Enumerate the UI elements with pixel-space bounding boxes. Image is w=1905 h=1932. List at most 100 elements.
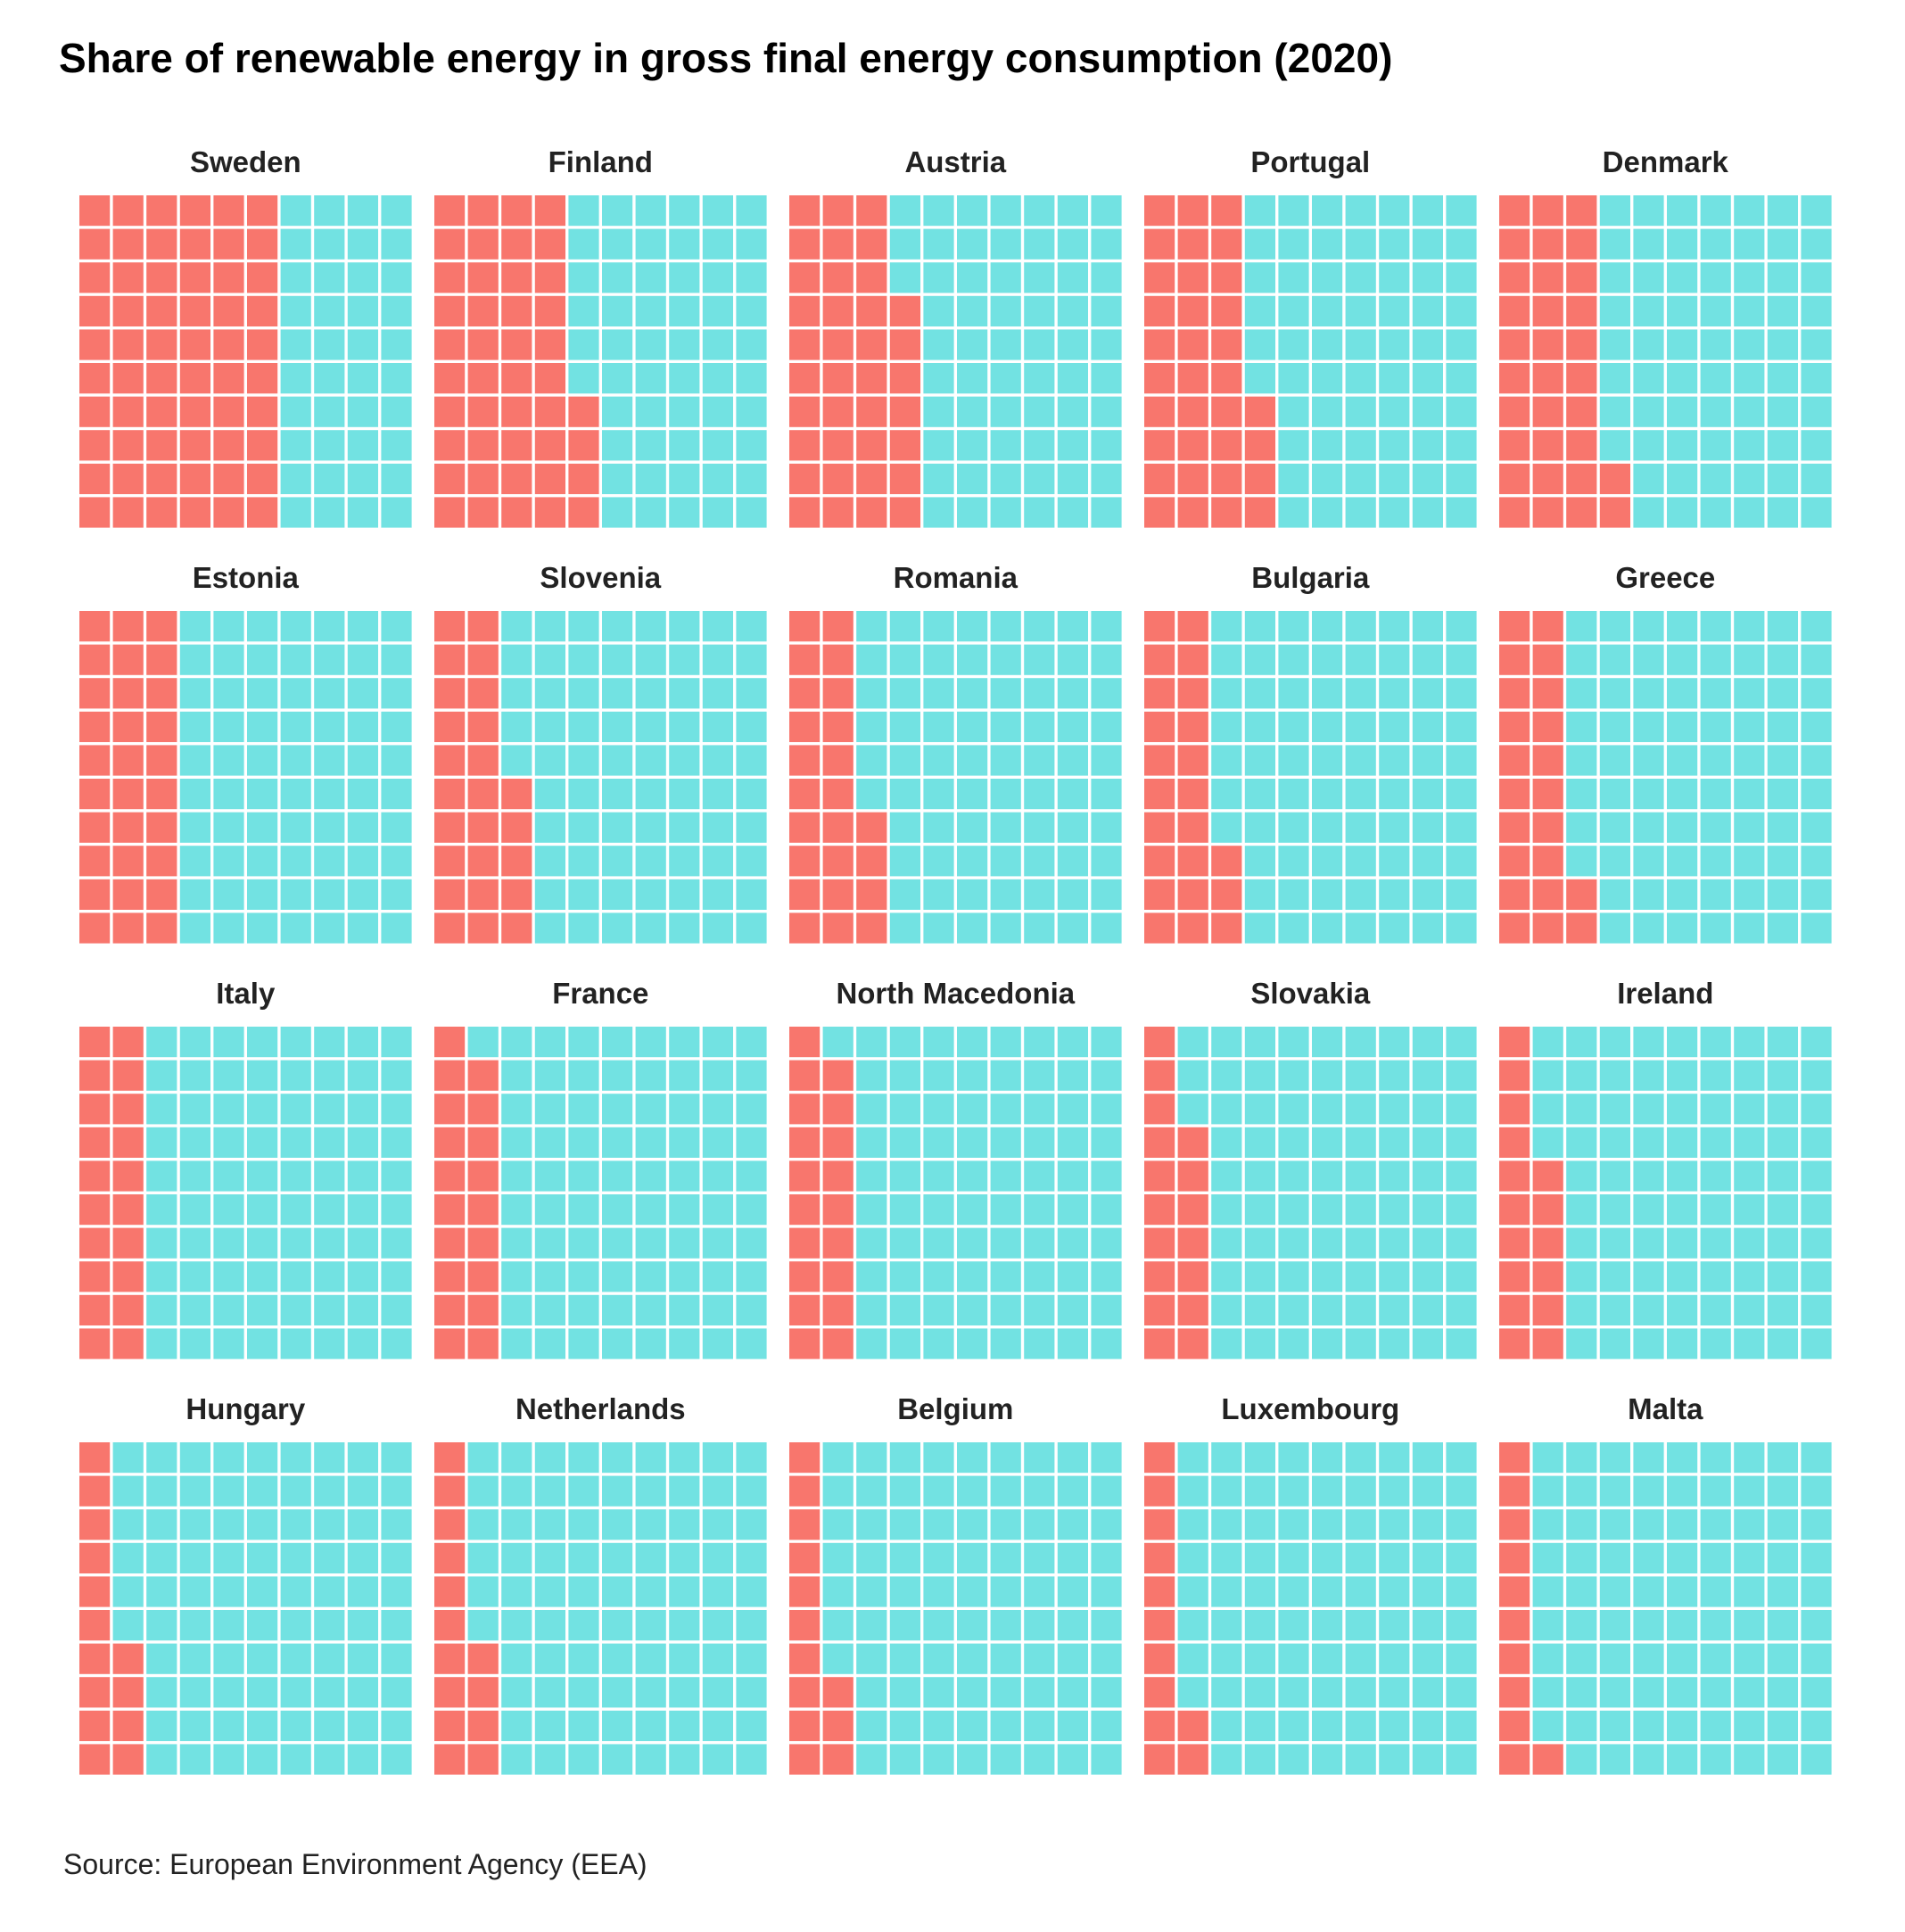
waffle-cell-other [213, 1610, 244, 1641]
waffle-cell-other [736, 396, 767, 427]
waffle-cell-other [1024, 1194, 1055, 1226]
waffle-cell-other [990, 1475, 1021, 1507]
waffle-cell-renewable [434, 1610, 466, 1641]
waffle-cell-other [1024, 745, 1055, 776]
waffle-cell-other [280, 1576, 311, 1607]
waffle-cell-other [1633, 1509, 1664, 1540]
waffle-cell-renewable [1499, 262, 1530, 293]
waffle-cell-other [669, 1475, 700, 1507]
waffle-cell-other [280, 1194, 311, 1226]
waffle-cell-other [1244, 363, 1275, 394]
waffle-cell-other [1412, 463, 1443, 494]
waffle-cell-other [1345, 1744, 1376, 1775]
waffle-cell-other [280, 678, 311, 709]
waffle-cell-other [957, 711, 988, 742]
waffle-cell-other [602, 1475, 633, 1507]
waffle-cell-renewable [112, 1294, 144, 1325]
waffle-cell-other [635, 1744, 666, 1775]
waffle-cell-other [1667, 812, 1698, 843]
waffle-cell-other [990, 1160, 1021, 1192]
waffle-cell-other [347, 396, 378, 427]
waffle-cell-other [1446, 1576, 1477, 1607]
waffle-cell-other [568, 611, 599, 642]
waffle-cell-renewable [467, 1710, 499, 1741]
waffle-cell-other [957, 295, 988, 326]
waffle-cell-other [347, 1509, 378, 1540]
waffle-cell-other [1599, 1160, 1630, 1192]
waffle-cell-renewable [1177, 711, 1208, 742]
waffle-cell-other [856, 1442, 887, 1474]
waffle-cell-other [1312, 1475, 1343, 1507]
waffle-cell-renewable [146, 745, 177, 776]
waffle-cell-other [534, 846, 565, 877]
waffle-cell-other [957, 1677, 988, 1708]
waffle-cell-other [247, 1610, 278, 1641]
waffle-cell-other [957, 1160, 988, 1192]
waffle-cell-other [1801, 295, 1832, 326]
waffle-cell-other [1633, 611, 1664, 642]
waffle-cell-other [280, 879, 311, 910]
waffle-cell-other [1412, 812, 1443, 843]
waffle-cell-renewable [789, 430, 821, 461]
waffle-cell-other [635, 497, 666, 528]
waffle-cell-other [347, 1542, 378, 1573]
waffle-cell-other [669, 262, 700, 293]
waffle-cell-other [957, 1027, 988, 1058]
waffle-cell-renewable [1144, 1227, 1175, 1259]
waffle-cell-other [1244, 711, 1275, 742]
waffle-cell-renewable [112, 1710, 144, 1741]
waffle-cell-other [1379, 1027, 1410, 1058]
waffle-cell-other [1244, 1744, 1275, 1775]
waffle-cell-renewable [1244, 430, 1275, 461]
waffle-cell-other [1057, 195, 1088, 227]
waffle-cell-renewable [568, 430, 599, 461]
waffle-cell-other [179, 1094, 210, 1125]
waffle-cell-other [1734, 846, 1765, 877]
waffle-cell-other [669, 463, 700, 494]
waffle-cell-renewable [434, 711, 466, 742]
waffle-cell-other [1801, 779, 1832, 810]
waffle-cell-renewable [822, 678, 854, 709]
waffle-cell-other [1700, 1294, 1731, 1325]
waffle-cell-other [1244, 1509, 1275, 1540]
waffle-cell-other [736, 912, 767, 944]
waffle-cell-other [1312, 1643, 1343, 1674]
waffle-cell-other [347, 1576, 378, 1607]
waffle-cell-other [1734, 396, 1765, 427]
waffle-cell-other [1211, 1475, 1242, 1507]
waffle-cell-renewable [179, 396, 210, 427]
waffle-cell-other [1024, 228, 1055, 260]
waffle-cell-other [736, 879, 767, 910]
waffle-cell-other [1278, 1194, 1309, 1226]
waffle-cell-other [1566, 1127, 1597, 1158]
waffle-cell-other [280, 611, 311, 642]
waffle-cell-other [635, 1542, 666, 1573]
waffle-cell-other [501, 1677, 532, 1708]
waffle-cell-other [1024, 497, 1055, 528]
waffle-cell-other [1566, 678, 1597, 709]
waffle-cell-renewable [822, 1328, 854, 1359]
waffle-cell-renewable [467, 846, 499, 877]
waffle-cell-other [1091, 711, 1122, 742]
waffle-cell-other [889, 678, 920, 709]
waffle-cell-other [1667, 912, 1698, 944]
waffle-cell-other [1412, 430, 1443, 461]
waffle-cell-renewable [467, 611, 499, 642]
waffle-cell-other [1446, 363, 1477, 394]
waffle-cell-other [990, 846, 1021, 877]
waffle-cell-renewable [822, 1710, 854, 1741]
waffle-cell-other [1091, 1475, 1122, 1507]
waffle-cell-other [347, 1127, 378, 1158]
waffle-cell-other [635, 644, 666, 675]
waffle-cell-other [1244, 1677, 1275, 1708]
waffle-cell-other [534, 1744, 565, 1775]
waffle-cell-other [1801, 1576, 1832, 1607]
waffle-cell-renewable [534, 430, 565, 461]
waffle-cell-other [1599, 363, 1630, 394]
waffle-cell-other [702, 1677, 733, 1708]
waffle-cell-other [1767, 1643, 1798, 1674]
waffle-cell-other [1532, 1475, 1563, 1507]
waffle-cell-other [314, 1127, 345, 1158]
waffle-cell-other [501, 1442, 532, 1474]
waffle-cell-renewable [1532, 295, 1563, 326]
